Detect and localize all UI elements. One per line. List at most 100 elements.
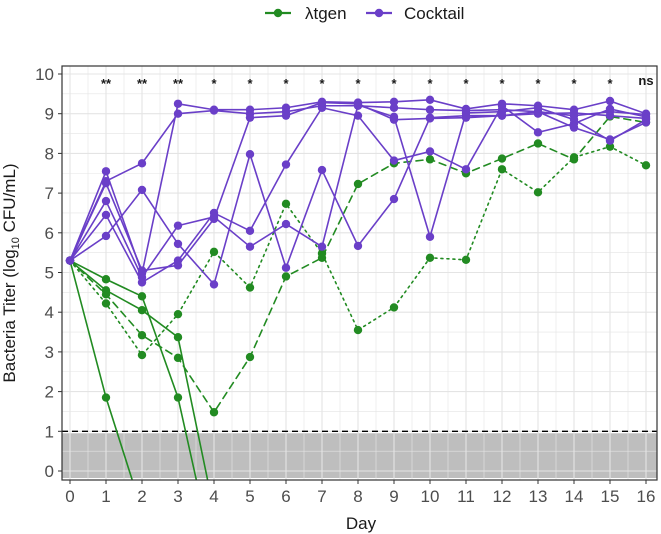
- data-point: [353, 179, 363, 189]
- data-point: [209, 106, 219, 115]
- x-tick-label: 3: [173, 487, 182, 506]
- x-tick-label: 1: [101, 487, 110, 506]
- data-point: [173, 333, 183, 342]
- significance-label: *: [499, 76, 505, 91]
- data-point: [425, 105, 435, 114]
- data-point: [605, 111, 615, 120]
- data-point: [461, 165, 471, 174]
- data-point: [605, 136, 615, 145]
- data-point: [137, 350, 147, 360]
- series-4: [65, 142, 651, 360]
- significance-label: *: [535, 76, 541, 91]
- legend-label-1: Cocktail: [404, 4, 464, 23]
- significance-label: *: [319, 76, 325, 91]
- y-tick-label: 2: [45, 383, 54, 402]
- y-tick-label: 5: [45, 264, 54, 283]
- data-point: [101, 393, 111, 402]
- data-point: [137, 159, 147, 168]
- data-point: [425, 232, 435, 241]
- data-point: [281, 111, 291, 120]
- significance-label: **: [173, 76, 184, 91]
- y-tick-label: 10: [35, 65, 54, 84]
- data-point: [245, 242, 255, 251]
- data-point: [281, 272, 291, 281]
- data-point: [425, 114, 435, 123]
- y-tick-label: 3: [45, 343, 54, 362]
- data-point: [389, 103, 399, 112]
- data-point: [569, 108, 579, 118]
- x-tick-label: 9: [389, 487, 398, 506]
- data-point: [137, 306, 147, 315]
- significance-label: *: [283, 76, 289, 91]
- data-point: [209, 247, 219, 257]
- data-point: [209, 408, 219, 417]
- significance-label: *: [607, 76, 613, 91]
- data-point: [533, 188, 543, 197]
- data-point: [425, 95, 435, 105]
- data-point: [281, 199, 291, 209]
- data-point: [389, 156, 399, 165]
- data-point: [533, 128, 543, 137]
- data-point: [209, 280, 219, 289]
- significance-label: *: [391, 76, 397, 91]
- y-tick-label: 4: [45, 303, 54, 322]
- data-point: [281, 160, 291, 169]
- data-point: [317, 242, 327, 251]
- significance-label: **: [137, 76, 148, 91]
- legend: λtgen Cocktail: [265, 4, 464, 23]
- data-point: [605, 96, 615, 106]
- x-tick-label: 6: [281, 487, 290, 506]
- data-point: [533, 109, 543, 118]
- y-axis: 0 1 2 3 4 5 6 7 8 9 10: [35, 65, 62, 481]
- data-point: [101, 299, 111, 308]
- x-tick-label: 0: [65, 487, 74, 506]
- data-point: [137, 292, 147, 301]
- significance-label: *: [355, 76, 361, 91]
- data-point: [101, 196, 111, 206]
- y-tick-label: 0: [45, 462, 54, 481]
- significance-label: *: [211, 76, 217, 91]
- data-point: [209, 214, 219, 224]
- x-tick-label: 8: [353, 487, 362, 506]
- y-axis-title-log: log: [0, 249, 19, 272]
- y-axis-title-main: Bacteria Titer (: [0, 272, 19, 383]
- data-point: [101, 178, 111, 188]
- data-point: [173, 99, 183, 108]
- significance-label: *: [571, 76, 577, 91]
- x-tick-label: 10: [421, 487, 440, 506]
- data-point: [101, 210, 111, 220]
- data-point: [533, 103, 543, 112]
- data-point: [353, 325, 363, 335]
- x-tick-label: 7: [317, 487, 326, 506]
- x-tick-label: 16: [637, 487, 656, 506]
- y-axis-title-subscript: 10: [10, 237, 22, 249]
- data-point: [101, 275, 111, 284]
- data-point: [353, 241, 363, 251]
- data-point: [497, 165, 507, 174]
- data-point: [317, 98, 327, 107]
- significance-label: *: [247, 76, 253, 91]
- significance-label: *: [463, 76, 469, 91]
- data-point: [533, 139, 543, 148]
- data-point: [605, 104, 615, 114]
- data-point: [389, 115, 399, 124]
- data-point: [173, 109, 183, 118]
- data-point: [389, 303, 399, 312]
- data-point: [497, 101, 507, 110]
- data-point: [137, 273, 147, 282]
- data-point: [173, 239, 183, 249]
- data-point: [173, 393, 183, 402]
- data-point: [245, 352, 255, 362]
- x-tick-label: 14: [565, 487, 584, 506]
- data-point: [137, 185, 147, 195]
- x-axis: 0 1 2 3 4 5 6 7 8 9 10 11 12 13 14 15 16: [65, 480, 655, 506]
- y-axis-title-tail: CFU/mL): [0, 163, 19, 237]
- y-axis-title: Bacteria Titer (log10 CFU/mL): [0, 163, 22, 382]
- y-tick-label: 1: [45, 422, 54, 441]
- x-tick-label: 2: [137, 487, 146, 506]
- y-tick-label: 7: [45, 184, 54, 203]
- data-point: [245, 283, 255, 292]
- x-tick-label: 12: [493, 487, 512, 506]
- data-point: [569, 115, 579, 124]
